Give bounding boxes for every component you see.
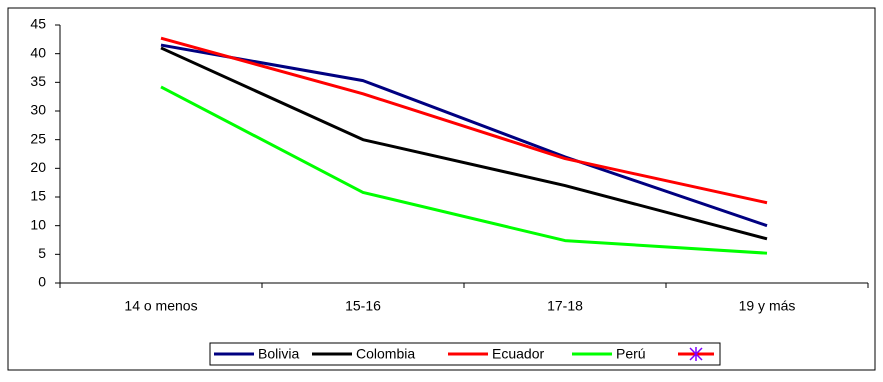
x-tick-label: 15-16	[345, 298, 381, 314]
x-tick-label: 19 y más	[739, 298, 796, 314]
series-line	[160, 46, 768, 241]
y-tick-label: 0	[38, 274, 46, 290]
legend-label: Colombia	[356, 346, 415, 362]
y-tick-label: 20	[30, 159, 46, 175]
legend-extra	[678, 347, 714, 361]
chart-frame	[7, 7, 876, 371]
legend-label: Ecuador	[492, 346, 544, 362]
y-tick-label: 5	[38, 245, 46, 261]
legend-marker	[689, 347, 703, 361]
legend-label: Perú	[616, 346, 646, 362]
x-tick-label: 14 o menos	[124, 298, 197, 314]
y-tick-label: 10	[30, 216, 46, 232]
y-tick-label: 35	[30, 73, 46, 89]
series-line	[160, 36, 768, 205]
y-tick-label: 30	[30, 102, 46, 118]
y-tick-label: 40	[30, 44, 46, 60]
x-tick-label: 17-18	[547, 298, 583, 314]
legend-label: Bolivia	[258, 346, 299, 362]
y-tick-label: 15	[30, 188, 46, 204]
series-line	[160, 85, 768, 255]
y-tick-label: 25	[30, 130, 46, 146]
series-line	[160, 43, 768, 228]
y-tick-label: 45	[30, 16, 46, 32]
